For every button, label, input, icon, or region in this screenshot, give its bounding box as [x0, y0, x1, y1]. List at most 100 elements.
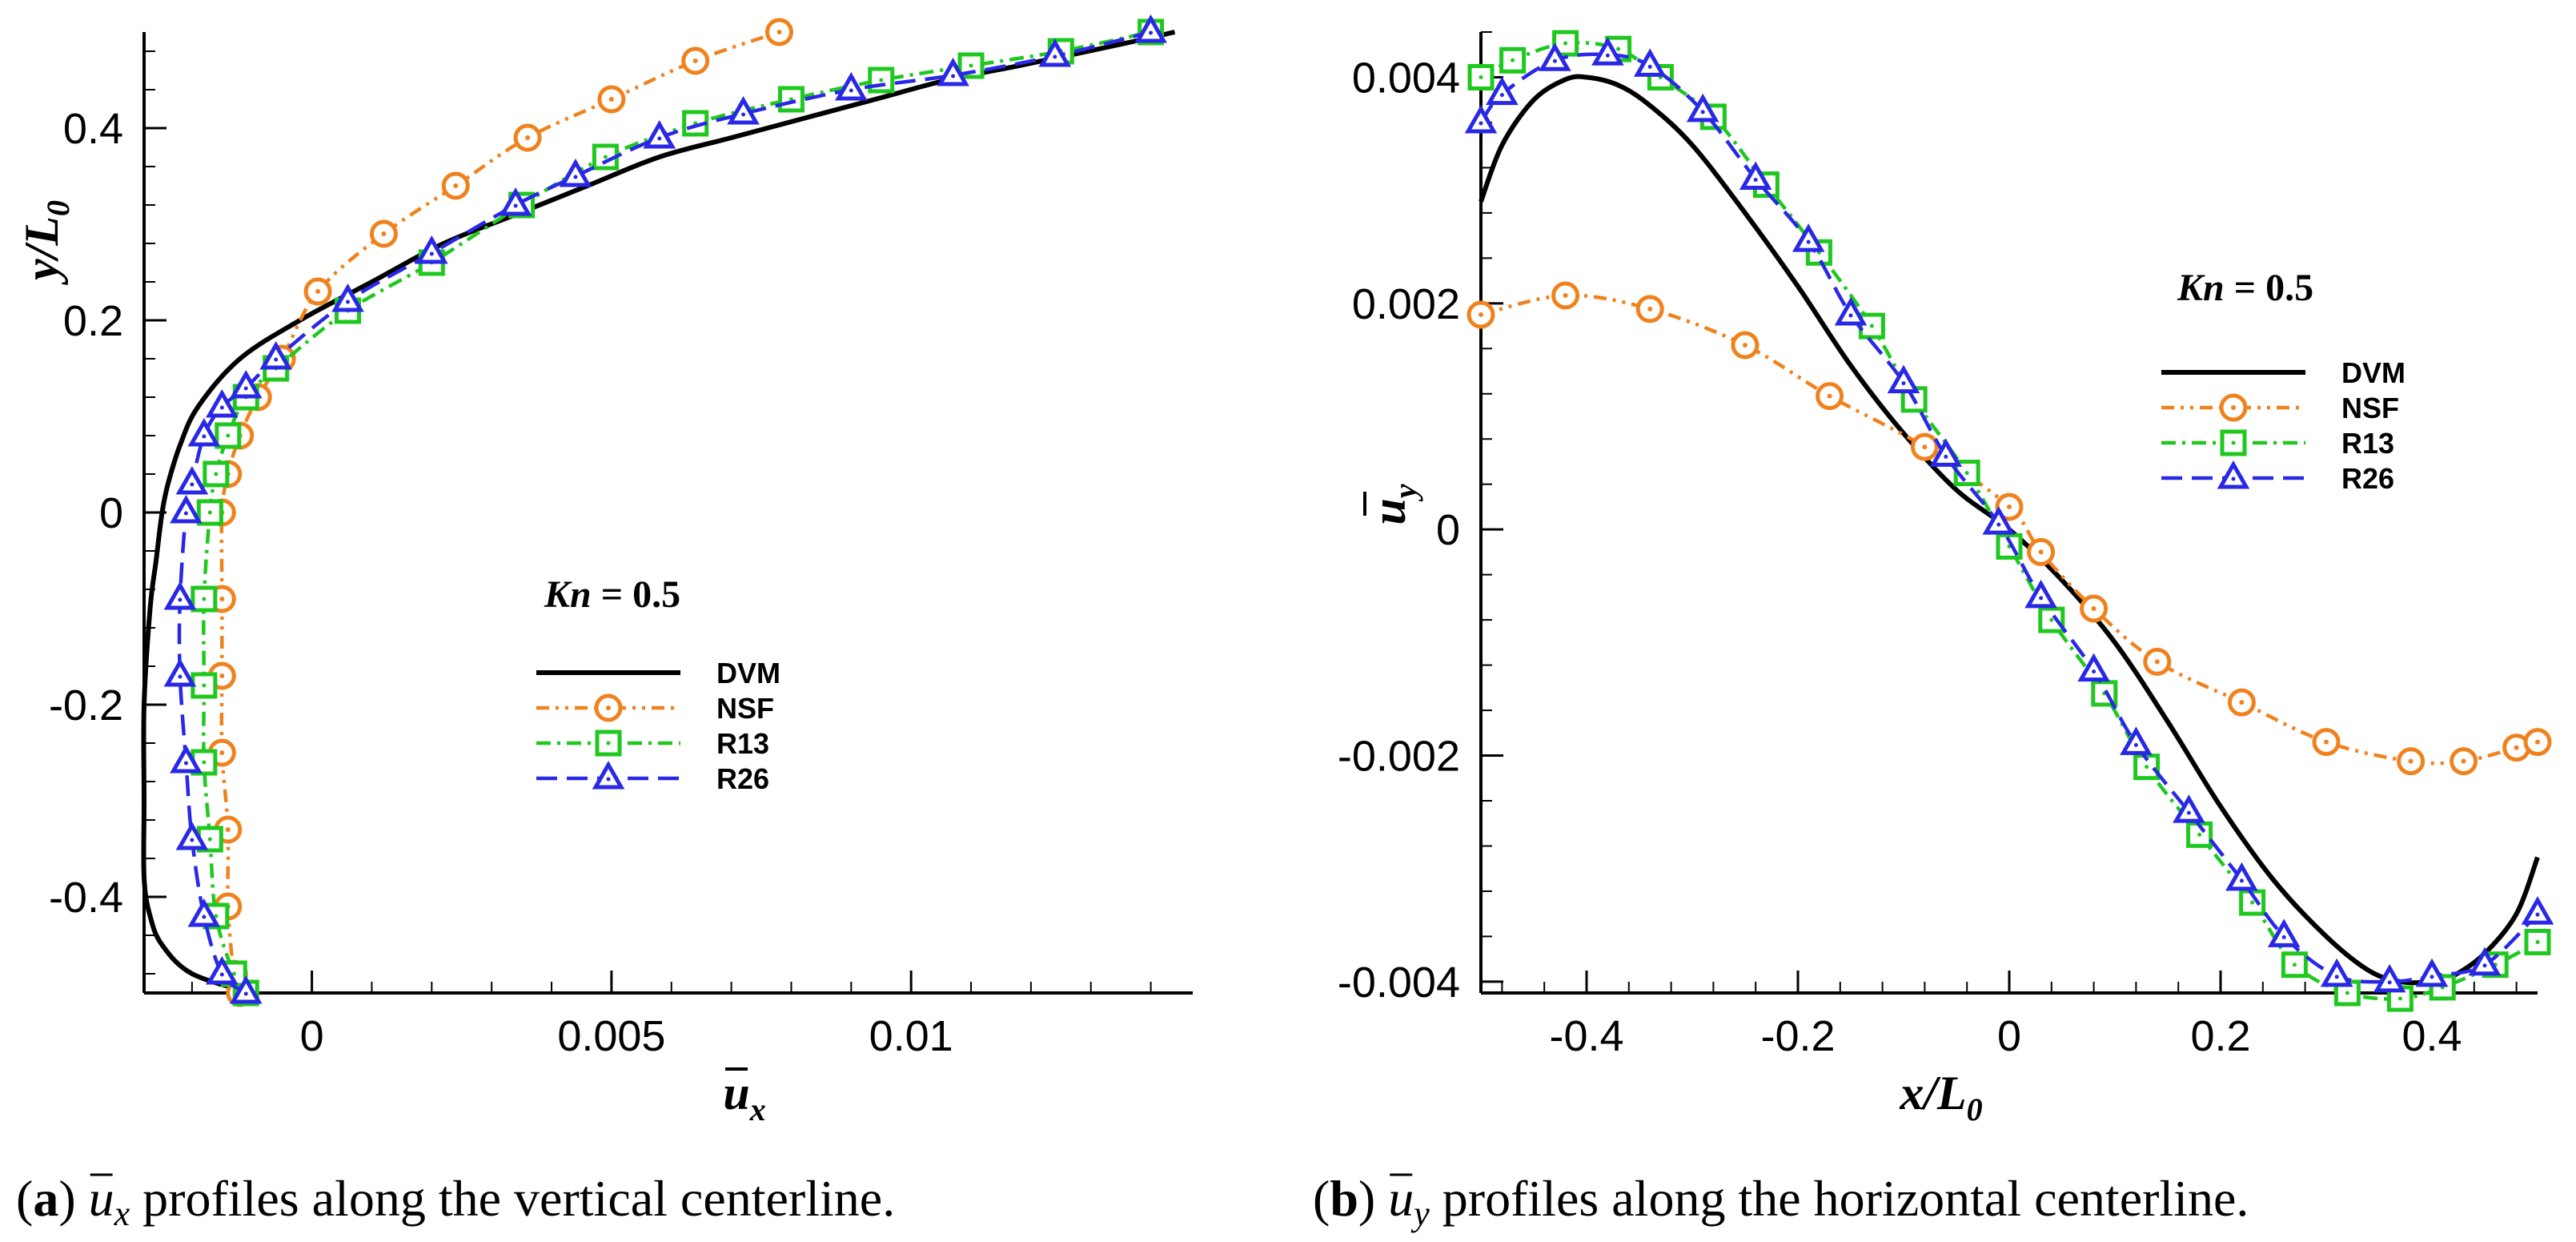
panel-a-y-axis-label: y/L0 — [15, 200, 76, 285]
panel-b-series-nsf-marker-dot — [1922, 444, 1928, 450]
panel-a-series-r26-marker-dot — [183, 511, 188, 516]
panel-b-series-r26-marker — [1982, 506, 2016, 535]
panel-b-series-r26-marker-dot — [1499, 93, 1504, 98]
panel-b-series-r26-marker — [2415, 958, 2449, 987]
panel-a-y-axis-label-sub: 0 — [40, 200, 76, 216]
panel-a-series-r13-marker-dot — [603, 155, 608, 159]
panel-a-series-r26-marker-dot — [346, 299, 351, 304]
panel-a-series-dvm — [141, 30, 1176, 995]
panel-b-y-axis-label: uy — [1362, 484, 1423, 525]
panel-b-series-r26-marker — [1792, 223, 1825, 252]
panel-a-series-nsf-marker-dot — [453, 183, 459, 188]
panel-a-series-r26-marker-dot — [202, 434, 207, 439]
panel-a-series-r26-marker — [187, 898, 221, 927]
panel-a-series-nsf — [207, 18, 793, 1007]
panel-a-series-r13-marker — [191, 585, 218, 613]
panel-b-legend-marker-nsf-dot — [2231, 405, 2236, 410]
panel-b-series-r26-marker — [1834, 296, 1868, 326]
panel-a-caption-var: u — [89, 1170, 114, 1227]
panel-b-caption-paren-open: ( — [1313, 1170, 1330, 1227]
panel-a-series-nsf-marker-dot — [381, 231, 387, 236]
panel-a-y-axis-label-text: y/L0 — [15, 200, 76, 285]
panel-b-series-r26-marker-dot — [2535, 912, 2540, 917]
panel-a-series-r13-marker-dot — [969, 63, 973, 68]
panel-a-x-tick-label: 0.01 — [869, 1012, 953, 1060]
panel-b-series-r13-marker-dot — [2535, 939, 2540, 944]
panel-a-series-r26-marker-dot — [741, 112, 746, 117]
panel-b-series-nsf-marker-dot — [1743, 343, 1747, 348]
panel-a-series-nsf-marker-dot — [219, 750, 225, 755]
panel-a-series-r26-marker — [229, 975, 263, 1004]
panel-b-series-r26-marker-dot — [2092, 669, 2097, 674]
panel-a-caption-letter: a — [33, 1170, 58, 1227]
panel-b-series-r26-marker-dot — [2239, 878, 2244, 883]
panel-a-series-r26-marker-dot — [178, 674, 183, 679]
panel-b-x-tick-label: 0 — [1997, 1012, 2021, 1060]
panel-a-series-r26-marker — [499, 187, 532, 216]
panel-b-x-tick-label: 0.2 — [2190, 1012, 2250, 1060]
panel-a-series-r26-marker — [559, 158, 592, 187]
panel-b-x-tick-label: -0.2 — [1760, 1012, 1835, 1060]
panel-b-series-r13-marker-dot — [1616, 46, 1621, 51]
panel-b-series-r26-marker-dot — [1806, 239, 1811, 244]
panel-b-series-r13-marker-dot — [1563, 41, 1568, 46]
panel-b-x-tick-label: 0.4 — [2401, 1012, 2462, 1060]
panel-b-series-nsf-marker-dot — [2514, 745, 2519, 750]
panel-a-series-r26-marker-dot — [513, 203, 518, 208]
panel-a-series-r13-marker-dot — [879, 78, 884, 82]
panel-b-series-r26-marker-dot — [2039, 596, 2044, 601]
panel-a-series-r26-marker — [175, 821, 209, 850]
panel-a-series-r26-marker-dot — [573, 175, 578, 179]
panel-b-legend-marker-r26-dot — [2231, 476, 2236, 481]
panel-b-caption-letter: b — [1330, 1170, 1358, 1227]
panel-b-series-r26-marker — [1539, 42, 1571, 71]
panel-a-series-r26-marker — [415, 235, 448, 264]
panel-b-series-r26-marker-dot — [2133, 742, 2138, 747]
panel-a-kn-var: Kn — [544, 573, 592, 616]
panel-a-kn-value: = 0.5 — [592, 573, 680, 616]
panel-b-series-nsf — [1467, 281, 2552, 776]
panel-b-series-r26-marker — [1887, 364, 1920, 394]
panel-b-series-nsf-marker-dot — [2408, 758, 2413, 764]
panel-b-series-r26-marker — [1464, 104, 1498, 134]
panel-b-series-r13-marker-dot — [2397, 996, 2402, 1001]
panel-a-series-nsf-marker-dot — [219, 673, 225, 678]
panel-b-y-axis-label-main: u — [1362, 498, 1415, 525]
panel-a-series-r13-marker — [203, 460, 230, 488]
panel-a-series-r13 — [191, 18, 1165, 1007]
panel-b-series-r13-marker-dot — [2145, 765, 2149, 770]
panel-a-series-r26-marker-dot — [429, 251, 434, 256]
panel-a-series-nsf-marker-dot — [525, 135, 531, 140]
panel-b-series-nsf-marker-dot — [2154, 659, 2160, 665]
panel-a-series-r26-marker-dot — [951, 74, 956, 78]
panel-b-series-r26-marker — [2267, 918, 2301, 947]
panel-b: -0.4 -0.2 0 0.2 0.4 -0.004 -0.002 0 0.002 0.004 Kn… — [1313, 30, 2554, 1233]
panel-b-series-r26-marker-dot — [2281, 935, 2286, 939]
panel-b-series-r26-marker — [2521, 896, 2554, 925]
panel-a-series-r13-line — [202, 30, 1152, 995]
panel-b-series-nsf-marker-dot — [2007, 504, 2012, 509]
panel-b-series-r26-marker — [2173, 794, 2205, 823]
panel-b-series-r26-marker — [1929, 438, 1963, 467]
panel-b-series-r13-marker-dot — [2197, 832, 2202, 837]
panel-a-y-tick-label: 0.2 — [63, 297, 123, 345]
panel-a-series-r13-marker-dot — [226, 433, 231, 438]
panel-a-series-r13-marker — [196, 499, 223, 526]
panel-b-series-r26-marker — [2024, 579, 2057, 609]
panel-b-series-r26-marker — [1686, 93, 1719, 123]
panel-a-series-r26-marker-dot — [202, 914, 207, 919]
panel-a-x-axis-label: ux — [723, 1067, 765, 1127]
panel-b-series-nsf-marker-dot — [2324, 739, 2329, 745]
panel-a-series-r13-marker-dot — [214, 914, 219, 918]
panel-b-y-tick-label: 0.004 — [1352, 54, 1460, 102]
panel-a-series-r26-marker — [206, 955, 239, 985]
panel-b-legend-label-nsf: NSF — [2341, 392, 2399, 424]
panel-b-series-r26-marker-dot — [1753, 178, 1758, 183]
panel-b-y-tick-label: 0.002 — [1352, 280, 1460, 328]
panel-b-series-nsf-marker-dot — [1479, 312, 1483, 317]
panel-b-legend-label-r26: R26 — [2341, 462, 2394, 495]
panel-b-legend-marker-r13-dot — [2231, 440, 2236, 445]
panel-b-caption-paren-close: ) — [1358, 1170, 1388, 1227]
